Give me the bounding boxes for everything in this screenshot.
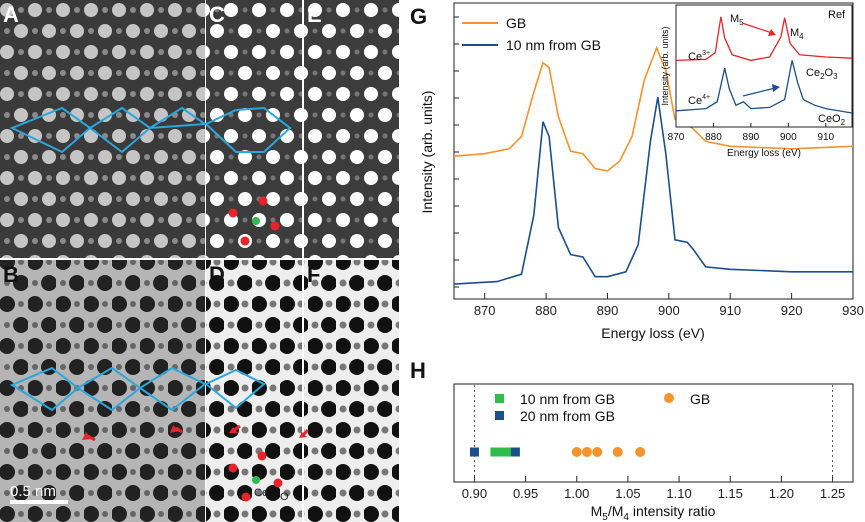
marker-gb: [612, 447, 623, 457]
x-tick-label: 870: [474, 303, 496, 318]
panel-label-e: E: [307, 2, 322, 27]
inset-m4-label: M4: [790, 27, 804, 41]
inset-ceo2-label: CeO2: [818, 113, 846, 127]
marker-10-nm-from-gb: [503, 447, 513, 457]
panel-label-g-text: G: [410, 4, 427, 29]
inset-series-ce2o3: [676, 16, 852, 62]
legend-label-h-gb: GB: [690, 391, 710, 407]
chart-g-x-label: Energy loss (eV): [601, 325, 704, 341]
x-tick-label: 1.15: [718, 486, 743, 501]
chart-h-reference-lines: [473, 385, 834, 481]
image-panel-f: [299, 260, 399, 522]
image-panel-a: [0, 0, 208, 258]
image-panel-e: [304, 0, 399, 258]
inset-series: [676, 16, 852, 114]
chart-g-inset: 870 880 890 900 910 Intensity (arb. units) E…: [660, 4, 853, 159]
inset-x-tick-label: 900: [780, 132, 797, 143]
scale-bar: [10, 500, 68, 504]
marker-gb: [582, 447, 592, 457]
legend-label-gb: GB: [506, 15, 526, 31]
panel-label-h: H: [410, 358, 426, 383]
o-atom-dot: [270, 221, 280, 231]
panel-label-c: C: [209, 2, 225, 27]
legend-marker-10nm: [495, 394, 504, 403]
inset-x-tick-label: 890: [743, 132, 760, 143]
x-tick-label: 900: [658, 303, 680, 318]
legend-marker-20nm: [495, 411, 504, 420]
x-tick-label: 1.00: [564, 486, 589, 501]
x-tick-label: 890: [597, 303, 619, 318]
chart-g-y-ticks: [454, 16, 459, 288]
inset-ref-label: Ref: [828, 9, 846, 21]
x-tick-label: 0.95: [513, 486, 538, 501]
chart-h-markers: [469, 447, 646, 457]
inset-x-tick-label: 870: [668, 132, 685, 143]
legend-label-10nm: 10 nm from GB: [506, 37, 601, 53]
chart-h-legend: 10 nm from GB 20 nm from GB GB: [495, 391, 710, 424]
legend-marker-gb: [664, 393, 674, 403]
x-tick-label: 1.05: [615, 486, 640, 501]
panel-label-f: F: [307, 262, 320, 287]
ce-label: Ce: [254, 487, 268, 499]
marker-20-nm-from-gb: [510, 447, 520, 457]
chart-h: 0.90 0.95 1.00 1.05 1.10 1.15 1.20 1.25 M5/M4 i…: [453, 383, 854, 522]
chart-h-x-label: M5/M4 intensity ratio: [591, 503, 716, 522]
inset-m5-label: M5: [730, 13, 744, 27]
inset-y-label: Intensity (arb. units): [660, 26, 670, 105]
marker-gb: [635, 447, 646, 457]
chart-g: 870 880 890 900 910 920 930 Energy loss (eV) I…: [419, 2, 864, 341]
series-line-gb: [454, 45, 853, 172]
chart-h-x-ticks: 0.90 0.95 1.00 1.05 1.10 1.15 1.20 1.25: [462, 476, 845, 501]
ce-atom-dot: [252, 217, 260, 225]
o-atom-dot: [228, 208, 238, 218]
panel-label-d: D: [209, 262, 225, 287]
x-tick-label: 1.10: [666, 486, 691, 501]
inset-x-label: Energy loss (eV): [727, 148, 801, 159]
series-line-10nm: [454, 96, 853, 285]
inset-x-tick-label: 880: [705, 132, 722, 143]
chart-g-y-label: Intensity (arb. units): [419, 91, 435, 214]
chart-g-x-ticks: 870 880 890 900 910 920 930: [474, 293, 864, 318]
marker-gb: [571, 447, 582, 457]
x-tick-label: 920: [781, 303, 803, 318]
x-tick-label: 930: [842, 303, 864, 318]
o-atom-dot: [240, 236, 250, 246]
inset-x-ticks: 870 880 890 900 910: [668, 123, 835, 143]
inset-ce3-label: Ce3+: [688, 50, 710, 63]
scale-bar-label: 0.5 nm: [10, 483, 56, 500]
panel-label-b: B: [3, 262, 19, 287]
legend-label-h-20nm: 20 nm from GB: [520, 408, 615, 424]
o-label: O: [280, 491, 289, 503]
inset-ce4-label: Ce4+: [688, 94, 710, 107]
panel-label-a: A: [3, 2, 19, 27]
marker-20-nm-from-gb: [469, 447, 479, 457]
legend-label-h-10nm: 10 nm from GB: [520, 391, 615, 407]
marker-10-nm-from-gb: [496, 447, 506, 457]
inset-x-tick-label: 910: [817, 132, 834, 143]
x-tick-label: 1.20: [769, 486, 794, 501]
marker-gb: [592, 447, 603, 457]
chart-g-series: [454, 45, 853, 285]
o-atom-dot: [258, 196, 268, 206]
image-panel-d: Ce O: [204, 260, 302, 522]
x-tick-label: 910: [719, 303, 741, 318]
chart-g-legend: GB 10 nm from GB: [462, 15, 601, 53]
inset-series-ceo2: [676, 60, 852, 114]
image-panel-b: 0.5 nm: [0, 260, 207, 522]
image-panel-c: [204, 0, 302, 258]
x-tick-label: 1.25: [820, 486, 845, 501]
x-tick-label: 0.90: [462, 486, 487, 501]
marker-10-nm-from-gb: [490, 447, 500, 457]
inset-ce2o3-label: Ce2O3: [806, 67, 838, 81]
x-tick-label: 880: [535, 303, 557, 318]
